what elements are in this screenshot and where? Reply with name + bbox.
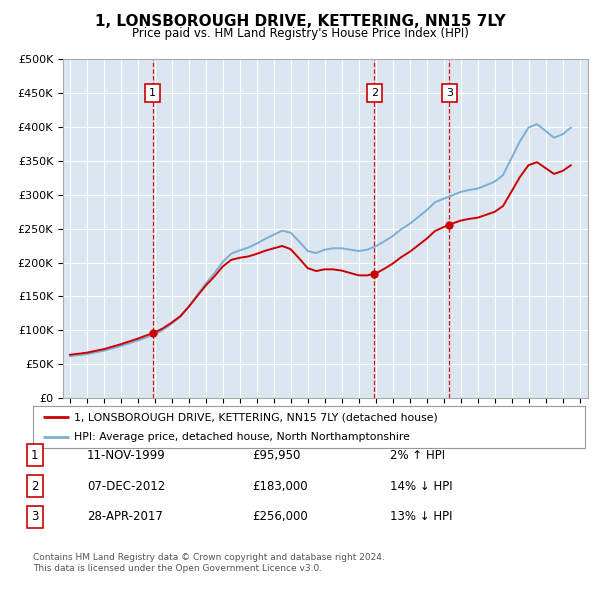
- Text: 3: 3: [31, 510, 38, 523]
- Text: £183,000: £183,000: [252, 480, 308, 493]
- Text: 11-NOV-1999: 11-NOV-1999: [87, 449, 166, 462]
- Text: 3: 3: [446, 88, 452, 98]
- Text: 2: 2: [31, 480, 38, 493]
- Text: £256,000: £256,000: [252, 510, 308, 523]
- Text: Price paid vs. HM Land Registry's House Price Index (HPI): Price paid vs. HM Land Registry's House …: [131, 27, 469, 40]
- Text: 1, LONSBOROUGH DRIVE, KETTERING, NN15 7LY (detached house): 1, LONSBOROUGH DRIVE, KETTERING, NN15 7L…: [74, 412, 438, 422]
- Text: 1: 1: [149, 88, 156, 98]
- Text: 13% ↓ HPI: 13% ↓ HPI: [390, 510, 452, 523]
- Text: 2: 2: [371, 88, 378, 98]
- Text: HPI: Average price, detached house, North Northamptonshire: HPI: Average price, detached house, Nort…: [74, 432, 410, 442]
- Text: 1, LONSBOROUGH DRIVE, KETTERING, NN15 7LY: 1, LONSBOROUGH DRIVE, KETTERING, NN15 7L…: [95, 14, 505, 29]
- Text: £95,950: £95,950: [252, 449, 301, 462]
- Text: 2% ↑ HPI: 2% ↑ HPI: [390, 449, 445, 462]
- Text: 1: 1: [31, 449, 38, 462]
- Text: 28-APR-2017: 28-APR-2017: [87, 510, 163, 523]
- Text: 14% ↓ HPI: 14% ↓ HPI: [390, 480, 452, 493]
- Text: This data is licensed under the Open Government Licence v3.0.: This data is licensed under the Open Gov…: [33, 565, 322, 573]
- Text: Contains HM Land Registry data © Crown copyright and database right 2024.: Contains HM Land Registry data © Crown c…: [33, 553, 385, 562]
- Text: 07-DEC-2012: 07-DEC-2012: [87, 480, 165, 493]
